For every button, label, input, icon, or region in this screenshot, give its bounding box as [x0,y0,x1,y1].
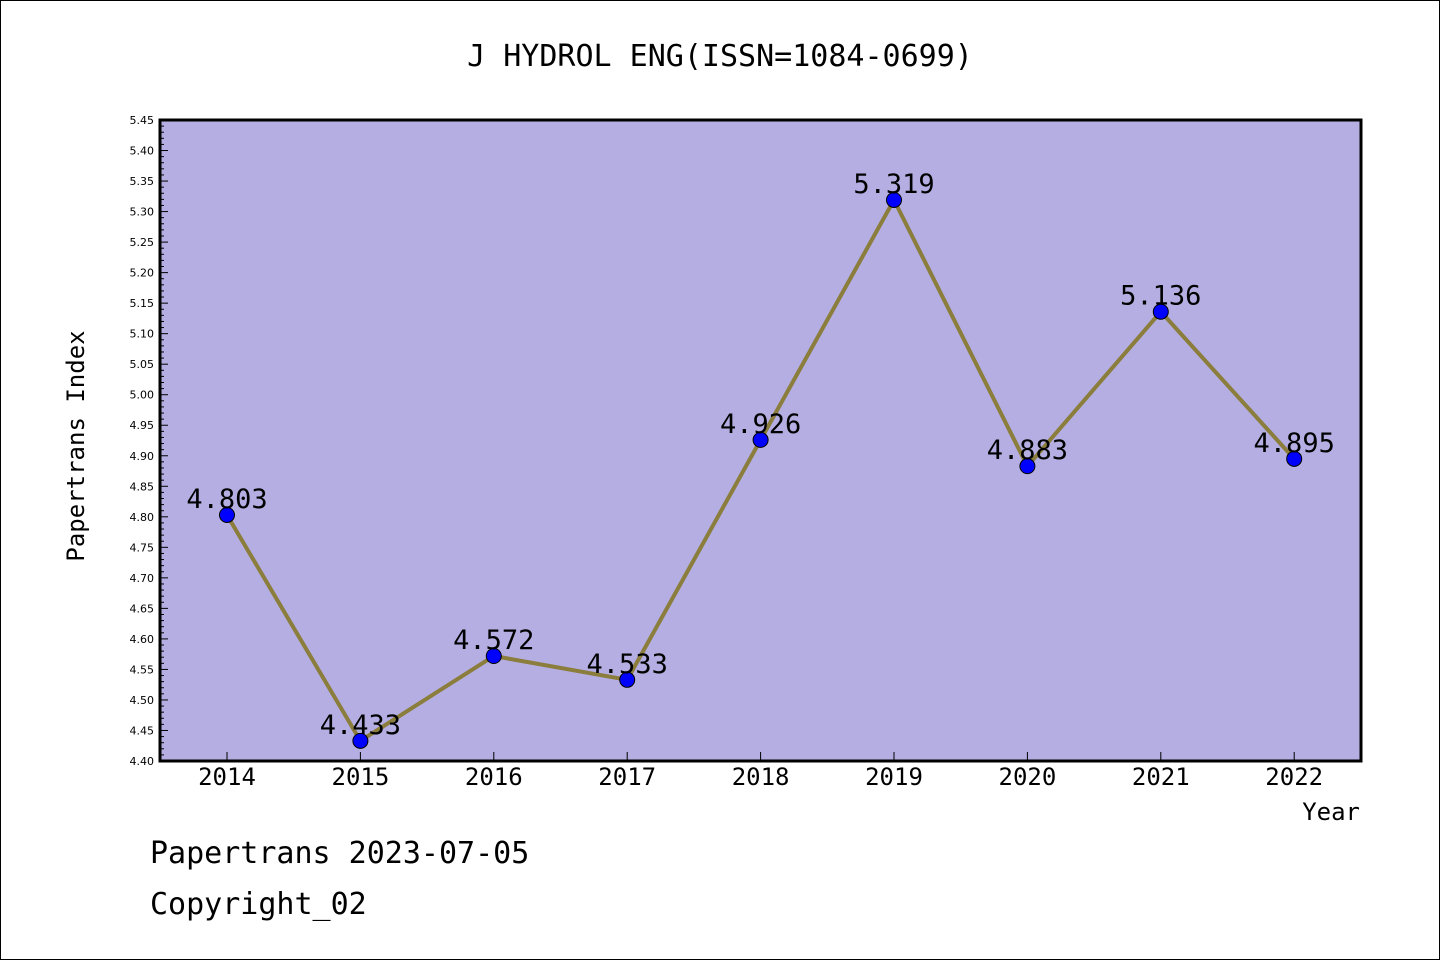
y-tick-label: 4.90 [130,450,155,463]
y-tick-label: 5.45 [130,114,155,127]
x-tick-label: 2021 [1132,763,1190,791]
x-tick-label: 2014 [198,763,256,791]
y-tick-label: 4.75 [130,541,155,554]
data-point [219,506,235,523]
y-tick-label: 5.00 [130,389,155,402]
y-tick-label: 4.40 [130,755,155,768]
y-axis-title: Papertrans Index [62,330,90,561]
y-tick-label: 4.60 [130,633,155,646]
y-tick-label: 5.15 [130,297,155,310]
footer-date: Papertrans 2023-07-05 [150,836,529,871]
y-tick-label: 5.35 [130,175,155,188]
data-point [352,732,369,749]
y-tick-label: 4.95 [130,419,155,432]
y-tick-label: 4.50 [130,694,155,707]
data-series: 4.803 4.433 4.572 4.533 4.926 5.319 4.883 5.136… [186,169,1335,749]
y-tick-label: 5.20 [130,267,155,280]
y-tick-label: 4.80 [130,511,155,524]
x-tick-label: 2015 [332,763,390,791]
data-label: 4.433 [320,710,401,741]
data-label: 5.319 [853,169,934,200]
data-point [1019,458,1036,475]
y-tick-label: 5.25 [130,236,155,249]
y-tick-label: 4.65 [130,602,155,615]
y-tick-label: 5.05 [130,358,155,371]
data-label: 5.136 [1120,281,1201,312]
data-label: 4.803 [186,484,267,515]
y-tick-label: 4.70 [130,572,155,585]
data-point [752,431,769,448]
data-point [886,191,902,208]
y-tick-label: 4.85 [130,480,155,493]
data-point [485,647,502,664]
data-label: 4.926 [720,409,801,440]
y-tick-label: 4.55 [130,663,155,676]
chart-title: J HYDROL ENG(ISSN=1084-0699) [467,39,973,74]
data-point [1286,450,1303,467]
x-axis-title: Year [1302,798,1360,826]
x-tick-label: 2020 [999,763,1057,791]
y-tick-label: 4.45 [130,724,155,737]
data-label: 4.883 [987,435,1068,466]
data-label: 4.895 [1254,428,1335,459]
data-label: 4.533 [587,649,668,680]
x-tick-label: 2016 [465,763,523,791]
data-label: 4.572 [453,625,534,656]
x-tick-label: 2018 [732,763,790,791]
y-tick-label: 5.10 [130,328,155,341]
x-tick-label: 2017 [598,763,656,791]
x-tick-label: 2022 [1265,763,1323,791]
x-axis: 2014 2015 2016 2017 2018 2019 2020 2021 2022 [198,752,1323,791]
data-point [619,671,636,688]
x-tick-label: 2019 [865,763,923,791]
y-tick-label: 5.30 [130,206,155,219]
footer-copyright: Copyright_02 [150,887,367,922]
data-point [1152,303,1169,320]
y-axis: 4.40 4.45 4.50 4.55 4.60 4.65 4.70 4.75 4.80 4.85… [130,114,168,768]
y-tick-label: 5.40 [130,145,155,158]
